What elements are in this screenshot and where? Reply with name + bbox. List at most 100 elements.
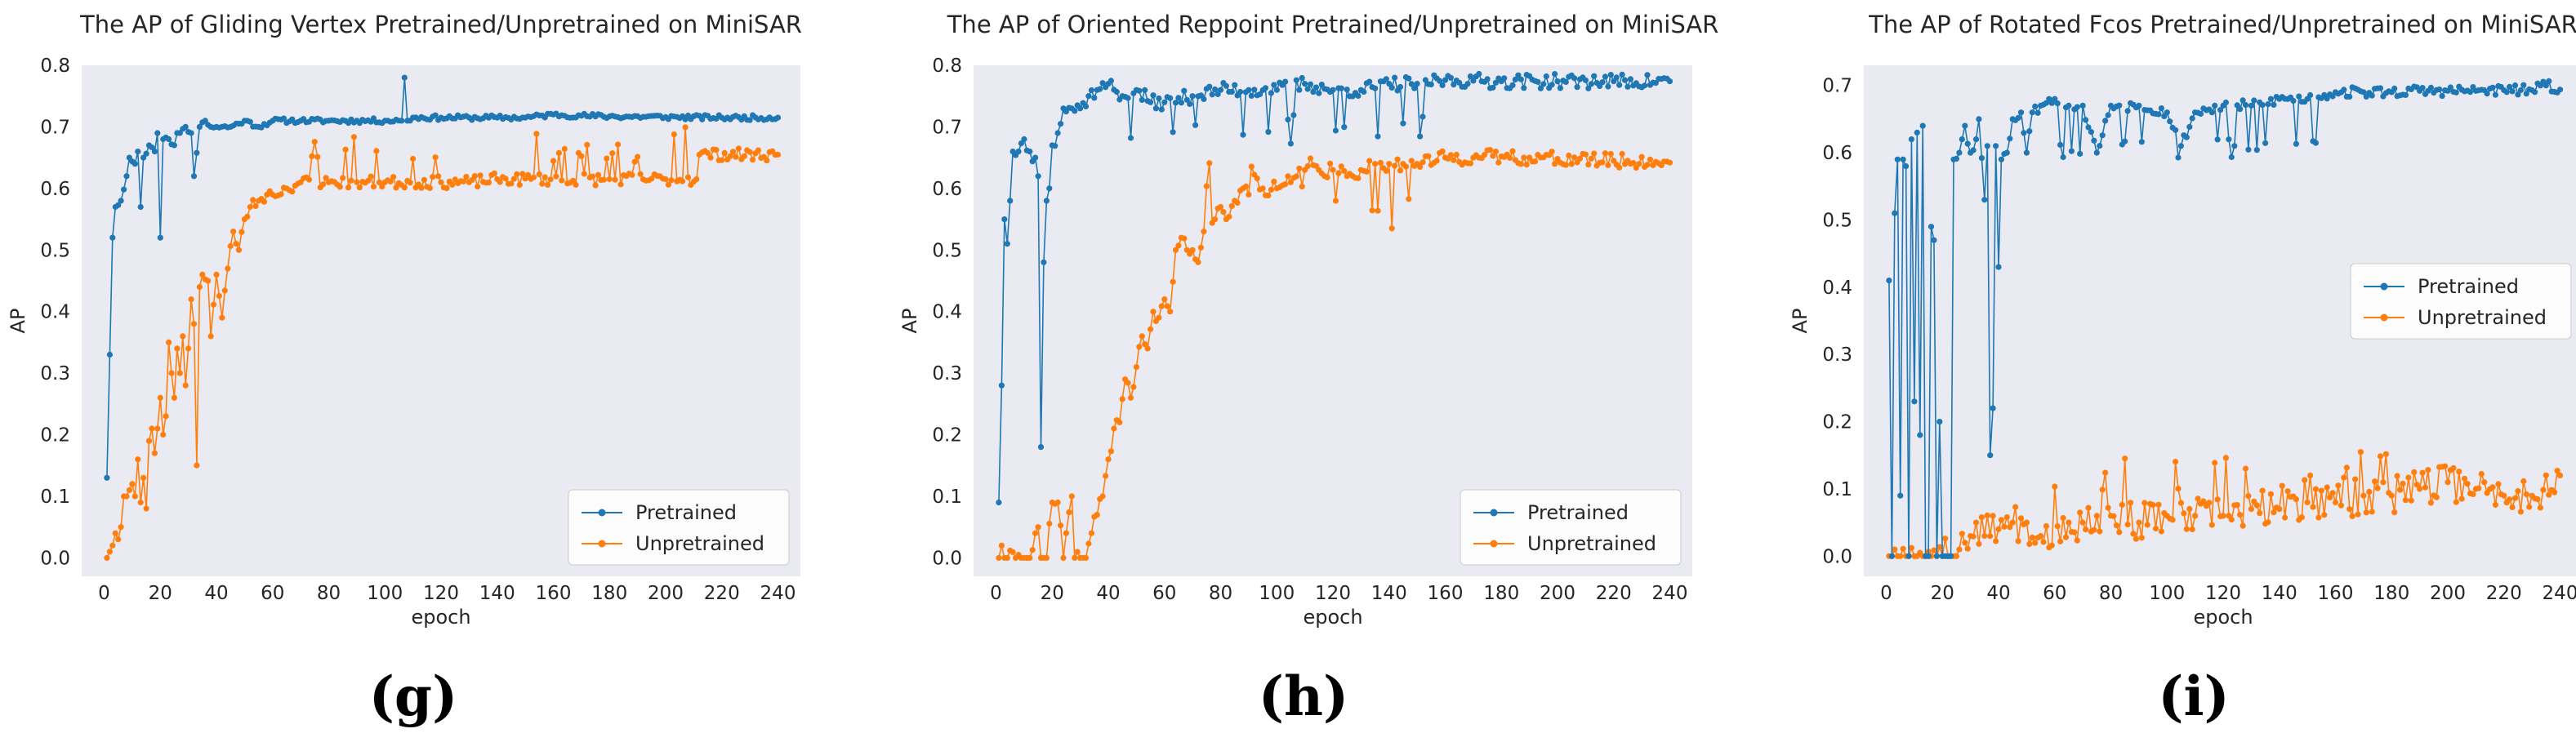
data-point [1987, 452, 1994, 459]
data-point [2489, 484, 2496, 491]
data-point [2355, 511, 2361, 518]
data-point [2158, 528, 2164, 535]
data-point [2079, 519, 2086, 526]
x-axis-label: epoch [411, 606, 470, 629]
data-point [2501, 492, 2507, 499]
data-point [2382, 451, 2389, 457]
data-point [2526, 504, 2533, 510]
data-point [1228, 88, 1235, 96]
data-point [393, 184, 399, 191]
data-point [1029, 547, 1036, 553]
data-point [1576, 155, 1584, 162]
data-point [1616, 82, 1623, 88]
data-point [278, 191, 284, 198]
data-point [1226, 213, 1232, 220]
data-point [118, 198, 124, 204]
data-point [137, 499, 144, 506]
data-point [216, 292, 222, 300]
data-point [1433, 158, 1440, 164]
data-point [1032, 530, 1039, 536]
data-point [2509, 88, 2516, 95]
data-point [129, 481, 136, 487]
data-point [2456, 469, 2462, 475]
data-point [1009, 549, 1016, 555]
data-point [123, 493, 130, 500]
data-point [2318, 487, 2324, 494]
data-point [2377, 85, 2384, 91]
y-tick-label: 0.4 [1822, 278, 1852, 299]
data-point [354, 179, 360, 185]
data-point [1439, 148, 1446, 154]
data-point [1125, 95, 1131, 101]
data-point [1265, 192, 1272, 199]
data-point [2003, 149, 2010, 156]
data-point [1602, 150, 1608, 157]
data-point [750, 157, 756, 163]
data-point [194, 462, 200, 469]
data-point [996, 554, 1002, 562]
data-point [1582, 151, 1589, 158]
data-point [475, 184, 481, 190]
y-tick-label: 0.6 [1822, 143, 1852, 164]
data-point [2021, 130, 2027, 136]
data-point [581, 171, 587, 177]
data-point [365, 177, 372, 184]
data-point [2282, 514, 2289, 521]
data-point [176, 130, 183, 136]
data-point [432, 154, 439, 161]
data-point [1981, 533, 1988, 540]
data-point [536, 171, 542, 178]
data-point [497, 179, 503, 185]
data-point [131, 493, 138, 500]
data-point [2085, 504, 2092, 511]
data-point [1341, 167, 1348, 175]
data-point [196, 283, 203, 291]
data-point [1470, 78, 1477, 84]
data-point [604, 155, 610, 162]
data-point [729, 149, 737, 155]
data-point [1197, 244, 1204, 251]
data-point [1007, 198, 1014, 204]
data-point [617, 181, 624, 188]
data-point [2380, 479, 2387, 486]
data-point [2346, 93, 2353, 100]
data-point [2391, 509, 2398, 516]
data-point [2195, 495, 2201, 502]
data-point [2060, 153, 2066, 161]
data-point [1905, 553, 1912, 559]
data-point [1666, 78, 1674, 85]
data-point [1192, 122, 1199, 128]
data-point [1959, 531, 1965, 537]
data-point [1995, 526, 2002, 532]
data-point [1148, 99, 1154, 105]
chart-title: The AP of Rotated Fcos Pretrained/Unpret… [1868, 11, 2576, 38]
x-axis-label: epoch [2193, 606, 2253, 629]
data-point [1324, 174, 1330, 180]
data-point [1486, 147, 1494, 153]
data-point [516, 181, 523, 189]
legend-marker [598, 509, 606, 517]
x-tick-label: 20 [149, 583, 172, 604]
data-point [1271, 82, 1277, 88]
data-point [1088, 87, 1094, 94]
data-point [2357, 449, 2364, 455]
data-point [376, 179, 382, 185]
x-tick-label: 20 [1931, 583, 1954, 604]
y-tick-label: 0.3 [40, 363, 70, 384]
data-point [2240, 522, 2246, 529]
data-point [250, 197, 256, 203]
x-tick-label: 240 [2543, 583, 2576, 604]
data-point [1077, 105, 1084, 112]
data-point [1518, 161, 1524, 167]
legend-label: Unpretrained [1527, 532, 1656, 555]
data-point [2259, 487, 2266, 494]
data-point [1170, 278, 1176, 285]
data-point [1591, 73, 1598, 79]
data-point [2200, 498, 2207, 504]
data-point [1175, 242, 1182, 249]
legend-label: Unpretrained [2418, 306, 2547, 329]
x-axis-label: epoch [1303, 606, 1362, 629]
x-tick-label: 120 [423, 583, 459, 604]
data-point [1172, 247, 1179, 253]
data-point [2074, 104, 2080, 110]
